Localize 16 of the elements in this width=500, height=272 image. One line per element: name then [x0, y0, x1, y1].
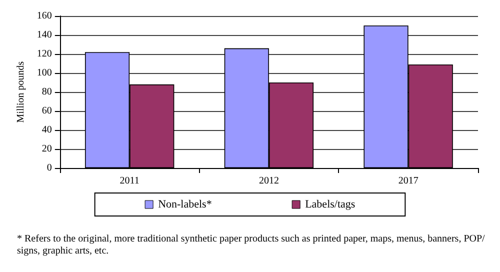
y-tick-label: 20	[42, 144, 52, 154]
legend-label: Non-labels*	[158, 198, 212, 210]
x-tick-label: 2011	[120, 176, 140, 186]
y-tick-label: 160	[36, 10, 52, 22]
y-tick-label: 120	[36, 48, 52, 60]
y-tick-label: 140	[36, 30, 52, 40]
y-axis-title: Million pounds	[16, 61, 26, 123]
y-tick-label: 0	[46, 162, 52, 174]
y-tick-label: 100	[36, 68, 52, 78]
y-tick-label: 80	[42, 86, 52, 98]
x-tick-label: 2012	[258, 176, 279, 186]
y-tick-label: 40	[42, 124, 52, 136]
y-tick-label: 60	[42, 106, 52, 116]
text: * Refers to the original, more traditional synthetic paper products such as printed paper, maps, menus, banners, POP/signs, graphic arts, etc.	[17, 234, 486, 256]
legend-label: Labels/tags	[305, 198, 356, 210]
x-tick-label: 2017	[398, 176, 418, 186]
